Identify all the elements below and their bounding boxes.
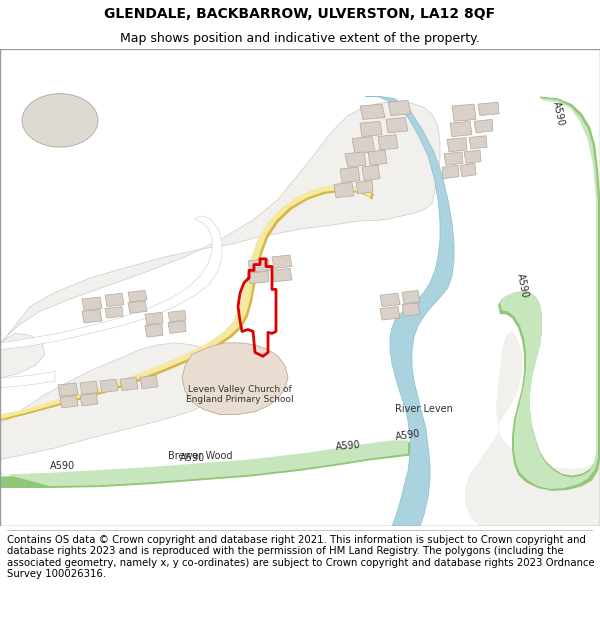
Text: Brewer Wood: Brewer Wood (168, 451, 232, 461)
Polygon shape (362, 165, 380, 181)
Polygon shape (140, 376, 158, 389)
Polygon shape (368, 150, 387, 165)
Polygon shape (100, 379, 118, 392)
Polygon shape (145, 312, 163, 325)
Polygon shape (444, 152, 463, 165)
Polygon shape (0, 101, 440, 345)
Polygon shape (442, 165, 459, 179)
Polygon shape (0, 186, 374, 421)
Polygon shape (460, 163, 476, 177)
Polygon shape (386, 118, 408, 132)
Polygon shape (469, 136, 487, 149)
Text: A590: A590 (395, 429, 421, 442)
Polygon shape (248, 259, 270, 272)
Text: Map shows position and indicative extent of the property.: Map shows position and indicative extent… (120, 31, 480, 44)
Polygon shape (82, 309, 102, 323)
Polygon shape (345, 152, 366, 167)
Polygon shape (80, 394, 98, 406)
Polygon shape (82, 297, 102, 311)
Polygon shape (474, 119, 493, 132)
Text: A590: A590 (49, 461, 74, 471)
Polygon shape (360, 104, 385, 119)
Polygon shape (22, 94, 98, 147)
Polygon shape (272, 268, 292, 282)
Text: Leven Valley Church of
England Primary School: Leven Valley Church of England Primary S… (186, 385, 294, 404)
Polygon shape (450, 121, 472, 137)
Polygon shape (447, 138, 467, 152)
Polygon shape (145, 324, 163, 337)
Polygon shape (0, 371, 55, 388)
Polygon shape (272, 255, 292, 268)
Polygon shape (58, 383, 78, 396)
Polygon shape (0, 440, 408, 486)
Polygon shape (365, 96, 454, 526)
Polygon shape (356, 181, 373, 194)
Polygon shape (105, 293, 124, 307)
Polygon shape (0, 343, 230, 459)
Polygon shape (168, 311, 186, 322)
Polygon shape (452, 104, 476, 121)
Polygon shape (360, 121, 382, 137)
Polygon shape (500, 98, 598, 489)
Polygon shape (498, 96, 600, 491)
Polygon shape (402, 302, 420, 316)
Polygon shape (380, 307, 400, 320)
Text: GLENDALE, BACKBARROW, ULVERSTON, LA12 8QF: GLENDALE, BACKBARROW, ULVERSTON, LA12 8Q… (104, 7, 496, 21)
Polygon shape (380, 293, 400, 307)
Text: A590: A590 (335, 440, 361, 452)
Polygon shape (352, 137, 375, 154)
Polygon shape (465, 331, 600, 526)
Polygon shape (105, 307, 123, 318)
Polygon shape (388, 101, 411, 116)
Polygon shape (0, 186, 372, 419)
Polygon shape (0, 216, 222, 349)
Polygon shape (402, 291, 420, 304)
Polygon shape (182, 343, 288, 414)
Polygon shape (0, 333, 45, 378)
Text: A590: A590 (179, 453, 205, 463)
Polygon shape (60, 396, 78, 408)
Polygon shape (340, 167, 360, 182)
Polygon shape (0, 442, 410, 488)
Polygon shape (378, 135, 398, 150)
Text: A590: A590 (550, 101, 566, 127)
Polygon shape (128, 291, 147, 302)
Polygon shape (128, 301, 147, 313)
Polygon shape (334, 182, 354, 198)
Text: A590: A590 (514, 272, 530, 299)
Text: River Leven: River Leven (395, 404, 453, 414)
Polygon shape (248, 271, 269, 284)
Polygon shape (80, 381, 98, 394)
Polygon shape (478, 102, 499, 116)
Polygon shape (168, 321, 186, 333)
Text: Contains OS data © Crown copyright and database right 2021. This information is : Contains OS data © Crown copyright and d… (7, 534, 595, 579)
Polygon shape (464, 150, 481, 163)
Polygon shape (120, 378, 138, 391)
